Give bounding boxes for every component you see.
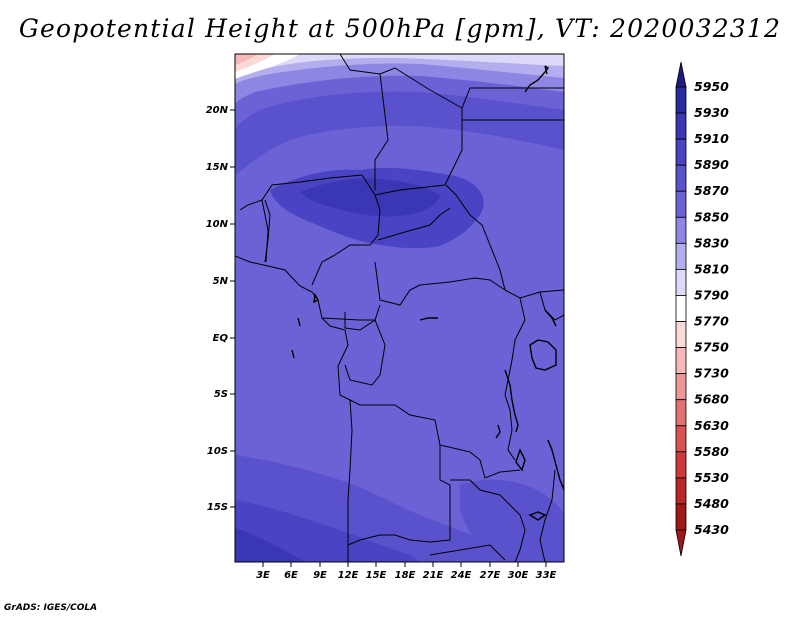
lat-label-15n: 15N xyxy=(206,162,229,173)
colorbar-swatch xyxy=(675,295,687,322)
longitude-axis: 3E 6E 9E 12E 15E 18E 21E 24E 27E 30E 33E xyxy=(256,562,557,581)
colorbar-swatch xyxy=(675,425,687,453)
colorbar-swatch xyxy=(675,347,687,375)
lon-label-15e: 15E xyxy=(366,570,387,581)
colorbar-label: 5790 xyxy=(694,287,729,302)
colorbar-label: 5530 xyxy=(694,470,729,485)
colorbar-label: 5730 xyxy=(694,366,729,381)
colorbar-swatch xyxy=(675,216,687,244)
colorbar-swatch xyxy=(675,373,687,401)
lat-label-20n: 20N xyxy=(206,105,229,116)
colorbar-swatch xyxy=(675,164,687,192)
colorbar-label: 5870 xyxy=(694,183,729,198)
colorbar-label: 5910 xyxy=(694,131,729,146)
lon-label-21e: 21E xyxy=(423,570,444,581)
colorbar-label: 5850 xyxy=(694,209,729,224)
colorbar-label: 5630 xyxy=(694,418,729,433)
lat-label-10n: 10N xyxy=(206,219,229,230)
colorbar-label: 5950 xyxy=(694,79,729,94)
colorbar-label: 5680 xyxy=(694,392,729,407)
colorbar-label: 5480 xyxy=(694,496,729,511)
colorbar-swatch xyxy=(675,451,687,479)
colorbar-swatch xyxy=(675,399,687,427)
colorbar-swatch xyxy=(675,112,687,140)
colorbar-swatch xyxy=(675,138,687,166)
lon-label-24e: 24E xyxy=(451,570,472,581)
colorbar-bottom-arrow xyxy=(675,529,687,557)
lat-label-eq: EQ xyxy=(213,333,229,344)
lon-label-27e: 27E xyxy=(480,570,501,581)
country-borders xyxy=(235,54,564,562)
lat-label-15s: 15S xyxy=(207,502,228,513)
coastlines-and-lakes xyxy=(291,65,564,521)
lat-label-5s: 5S xyxy=(214,389,228,400)
grads-credit: GrADS: IGES/COLA xyxy=(4,603,98,613)
lon-label-30e: 30E xyxy=(508,570,529,581)
colorbar: 5950 5930 5910 5890 5870 5850 5830 5810 5790 5770… xyxy=(675,61,729,557)
lon-label-33e: 33E xyxy=(536,570,557,581)
lon-label-9e: 9E xyxy=(313,570,327,581)
lon-label-18e: 18E xyxy=(395,570,416,581)
lat-label-10s: 10S xyxy=(207,446,228,457)
map-frame xyxy=(234,53,565,563)
colorbar-swatch xyxy=(675,477,687,505)
lon-label-3e: 3E xyxy=(256,570,270,581)
map-title: Geopotential Height at 500hPa [gpm], VT:… xyxy=(18,14,782,43)
lon-label-6e: 6E xyxy=(284,570,298,581)
colorbar-swatch xyxy=(675,321,687,348)
colorbar-label: 5580 xyxy=(694,444,729,459)
lon-label-12e: 12E xyxy=(338,570,359,581)
lat-label-5n: 5N xyxy=(213,276,229,287)
colorbar-swatch xyxy=(675,190,687,218)
colorbar-label: 5890 xyxy=(694,157,729,172)
colorbar-swatch xyxy=(675,503,687,531)
colorbar-swatch xyxy=(675,86,687,114)
latitude-axis: 20N 15N 10N 5N EQ 5S 10S 15S xyxy=(206,105,235,513)
height-field xyxy=(235,54,564,562)
colorbar-label: 5750 xyxy=(694,340,729,355)
colorbar-swatch xyxy=(675,242,687,270)
colorbar-label: 5770 xyxy=(694,314,729,329)
colorbar-label: 5930 xyxy=(694,105,729,120)
colorbar-label: 5430 xyxy=(694,522,729,537)
colorbar-swatch xyxy=(675,269,687,296)
colorbar-label: 5830 xyxy=(694,235,729,250)
colorbar-top-arrow xyxy=(675,61,687,88)
colorbar-label: 5810 xyxy=(694,261,729,276)
